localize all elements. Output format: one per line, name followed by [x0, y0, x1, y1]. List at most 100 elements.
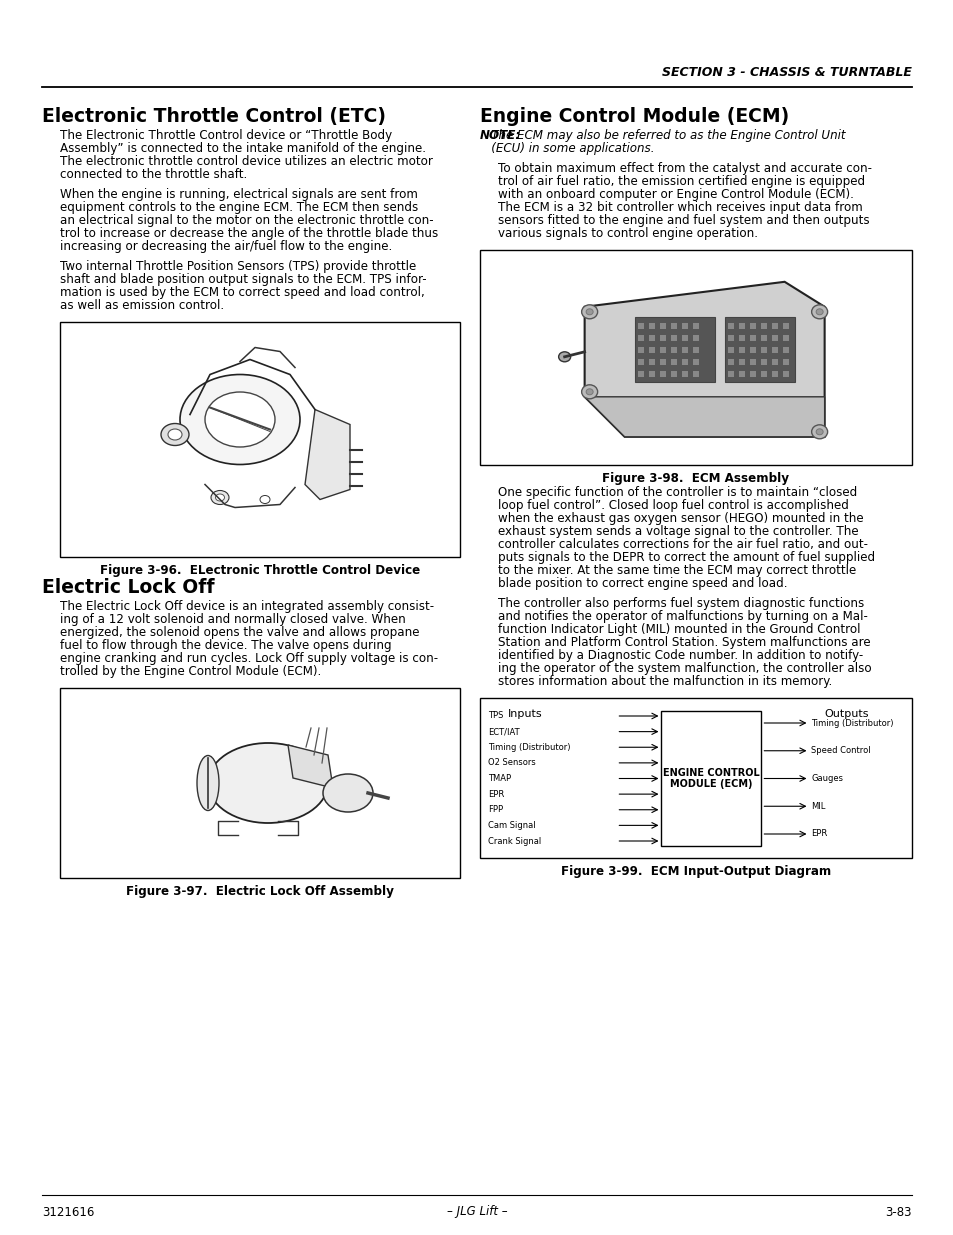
Text: an electrical signal to the motor on the electronic throttle con-: an electrical signal to the motor on the…	[60, 214, 434, 227]
Bar	[660, 711, 760, 846]
Bar	[670, 335, 676, 341]
Bar	[781, 359, 788, 364]
Text: NOTE:: NOTE:	[479, 128, 520, 142]
Text: The controller also performs fuel system diagnostic functions: The controller also performs fuel system…	[497, 597, 863, 610]
Text: Assembly” is connected to the intake manifold of the engine.: Assembly” is connected to the intake man…	[60, 142, 426, 156]
Text: SECTION 3 - CHASSIS & TURNTABLE: SECTION 3 - CHASSIS & TURNTABLE	[661, 65, 911, 79]
Text: TMAP: TMAP	[488, 774, 511, 783]
Text: with an onboard computer or Engine Control Module (ECM).: with an onboard computer or Engine Contr…	[497, 188, 853, 201]
Text: trolled by the Engine Control Module (ECM).: trolled by the Engine Control Module (EC…	[60, 664, 321, 678]
Text: identified by a Diagnostic Code number. In addition to notify-: identified by a Diagnostic Code number. …	[497, 650, 862, 662]
Text: Figure 3-97.  Electric Lock Off Assembly: Figure 3-97. Electric Lock Off Assembly	[126, 885, 394, 898]
Text: Two internal Throttle Position Sensors (TPS) provide throttle: Two internal Throttle Position Sensors (…	[60, 261, 416, 273]
Text: engine cranking and run cycles. Lock Off supply voltage is con-: engine cranking and run cycles. Lock Off…	[60, 652, 437, 664]
Text: Inputs: Inputs	[507, 709, 541, 719]
Ellipse shape	[211, 490, 229, 505]
Text: Engine Control Module (ECM): Engine Control Module (ECM)	[479, 107, 788, 126]
Ellipse shape	[558, 352, 570, 362]
Bar	[681, 347, 687, 353]
Bar	[727, 359, 733, 364]
Text: Figure 3-96.  ELectronic Throttle Control Device: Figure 3-96. ELectronic Throttle Control…	[100, 564, 419, 577]
Polygon shape	[634, 317, 714, 382]
Bar	[760, 322, 766, 329]
Bar	[681, 370, 687, 377]
Ellipse shape	[168, 429, 182, 440]
Text: – JLG Lift –: – JLG Lift –	[446, 1205, 507, 1219]
Bar	[749, 359, 755, 364]
Bar	[681, 322, 687, 329]
Bar	[749, 347, 755, 353]
Text: Timing (Distributor): Timing (Distributor)	[811, 719, 893, 727]
Text: The ECM is a 32 bit controller which receives input data from: The ECM is a 32 bit controller which rec…	[497, 201, 862, 214]
Polygon shape	[584, 282, 823, 437]
Bar	[648, 370, 654, 377]
Text: energized, the solenoid opens the valve and allows propane: energized, the solenoid opens the valve …	[60, 626, 419, 638]
Text: 3121616: 3121616	[42, 1205, 94, 1219]
Bar	[648, 335, 654, 341]
Ellipse shape	[196, 756, 219, 810]
Bar	[771, 347, 777, 353]
Text: Electronic Throttle Control (ETC): Electronic Throttle Control (ETC)	[42, 107, 386, 126]
Text: exhaust system sends a voltage signal to the controller. The: exhaust system sends a voltage signal to…	[497, 525, 858, 538]
Bar	[692, 347, 698, 353]
Bar	[760, 370, 766, 377]
Bar	[648, 347, 654, 353]
Text: The Electric Lock Off device is an integrated assembly consist-: The Electric Lock Off device is an integ…	[60, 600, 434, 613]
Text: Speed Control: Speed Control	[811, 746, 870, 756]
Ellipse shape	[260, 495, 270, 504]
Text: function Indicator Light (MIL) mounted in the Ground Control: function Indicator Light (MIL) mounted i…	[497, 622, 860, 636]
Bar	[659, 370, 665, 377]
Bar	[760, 347, 766, 353]
Text: increasing or decreasing the air/fuel flow to the engine.: increasing or decreasing the air/fuel fl…	[60, 240, 392, 253]
Text: connected to the throttle shaft.: connected to the throttle shaft.	[60, 168, 247, 182]
Ellipse shape	[208, 743, 328, 823]
Ellipse shape	[585, 389, 593, 395]
Ellipse shape	[815, 429, 822, 435]
Bar	[637, 322, 643, 329]
Text: Timing (Distributor): Timing (Distributor)	[488, 742, 570, 752]
Text: stores information about the malfunction in its memory.: stores information about the malfunction…	[497, 676, 831, 688]
Text: EPR: EPR	[811, 830, 827, 839]
Text: to the mixer. At the same time the ECM may correct throttle: to the mixer. At the same time the ECM m…	[497, 564, 856, 577]
Bar	[670, 359, 676, 364]
Bar	[692, 359, 698, 364]
Text: Figure 3-98.  ECM Assembly: Figure 3-98. ECM Assembly	[602, 472, 789, 485]
Bar	[637, 335, 643, 341]
Polygon shape	[584, 396, 823, 437]
Text: The Electronic Throttle Control device or “Throttle Body: The Electronic Throttle Control device o…	[60, 128, 392, 142]
Text: mation is used by the ECM to correct speed and load control,: mation is used by the ECM to correct spe…	[60, 287, 424, 299]
Ellipse shape	[581, 385, 597, 399]
Bar	[727, 322, 733, 329]
Text: ing of a 12 volt solenoid and normally closed valve. When: ing of a 12 volt solenoid and normally c…	[60, 613, 405, 626]
Text: blade position to correct engine speed and load.: blade position to correct engine speed a…	[497, 577, 786, 590]
Text: FPP: FPP	[488, 805, 502, 814]
Text: Gauges: Gauges	[811, 774, 842, 783]
Text: (ECU) in some applications.: (ECU) in some applications.	[479, 142, 654, 156]
Bar	[771, 370, 777, 377]
Bar	[760, 359, 766, 364]
Ellipse shape	[180, 374, 299, 464]
Bar	[738, 370, 744, 377]
Text: fuel to flow through the device. The valve opens during: fuel to flow through the device. The val…	[60, 638, 392, 652]
Text: loop fuel control”. Closed loop fuel control is accomplished: loop fuel control”. Closed loop fuel con…	[497, 499, 848, 513]
Polygon shape	[288, 745, 333, 788]
Ellipse shape	[205, 391, 274, 447]
Ellipse shape	[161, 424, 189, 446]
Ellipse shape	[585, 309, 593, 315]
Text: Station and Platform Control Station. System malfunctions are: Station and Platform Control Station. Sy…	[497, 636, 870, 650]
Bar	[659, 347, 665, 353]
Bar	[670, 347, 676, 353]
Bar	[749, 335, 755, 341]
Bar	[727, 370, 733, 377]
Text: sensors fitted to the engine and fuel system and then outputs: sensors fitted to the engine and fuel sy…	[497, 214, 869, 227]
Bar	[771, 335, 777, 341]
Polygon shape	[305, 410, 350, 499]
Ellipse shape	[581, 305, 597, 319]
Text: Outputs: Outputs	[824, 709, 868, 719]
Text: controller calculates corrections for the air fuel ratio, and out-: controller calculates corrections for th…	[497, 538, 867, 551]
Ellipse shape	[323, 774, 373, 811]
Text: ing the operator of the system malfunction, the controller also: ing the operator of the system malfuncti…	[497, 662, 871, 676]
Text: equipment controls to the engine ECM. The ECM then sends: equipment controls to the engine ECM. Th…	[60, 201, 417, 214]
Bar	[648, 322, 654, 329]
Text: When the engine is running, electrical signals are sent from: When the engine is running, electrical s…	[60, 188, 417, 201]
